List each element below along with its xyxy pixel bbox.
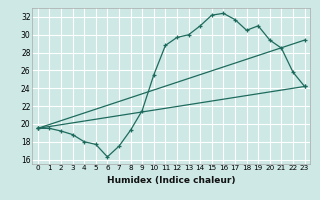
X-axis label: Humidex (Indice chaleur): Humidex (Indice chaleur) xyxy=(107,176,236,185)
